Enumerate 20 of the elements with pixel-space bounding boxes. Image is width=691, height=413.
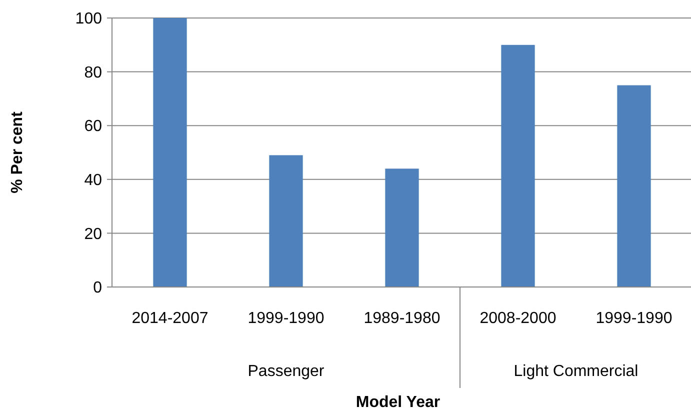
bar: [385, 168, 419, 287]
bar: [269, 155, 303, 287]
x-tick-label: 1989-1980: [364, 310, 440, 327]
bar: [153, 18, 187, 287]
y-tick-label: 60: [84, 118, 102, 136]
bar: [501, 44, 535, 287]
y-tick-label: 40: [84, 172, 102, 189]
y-axis-title: % Per cent: [9, 110, 26, 194]
text: Passenger: [248, 363, 325, 380]
x-tick-label: 2014-2007: [132, 310, 208, 327]
bar: [617, 85, 651, 287]
y-tick-label: 100: [75, 10, 102, 28]
text: Light Commercial: [514, 363, 638, 380]
y-tick-label: 80: [84, 64, 102, 82]
x-tick-label: 1999-1990: [596, 310, 672, 327]
x-tick-label: 1999-1990: [248, 310, 324, 327]
y-tick-label: 0: [93, 280, 102, 297]
y-tick-label: 20: [84, 226, 102, 243]
x-axis-title: Model Year: [356, 394, 440, 411]
x-tick-label: 2008-2000: [480, 310, 556, 327]
